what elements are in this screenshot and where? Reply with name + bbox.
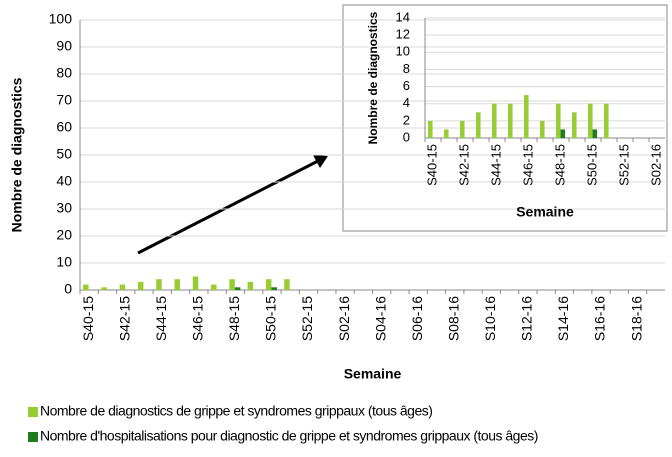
x-tick-label: S10-16 <box>482 296 498 341</box>
arrow-head <box>313 155 328 168</box>
bar <box>428 120 433 138</box>
x-tick-label: S04-16 <box>372 296 388 341</box>
legend-label: Nombre de diagnostics de grippe et syndr… <box>40 403 432 419</box>
x-tick-label: S44-15 <box>488 144 503 186</box>
x-tick-label: S52-15 <box>299 296 315 341</box>
bar <box>508 103 513 138</box>
y-tick-label: 50 <box>56 146 72 162</box>
bar <box>271 287 277 290</box>
y-axis-title: Nombre de diagnostics <box>9 77 25 232</box>
y-tick-label: 0 <box>64 281 72 297</box>
x-tick-label: S12-16 <box>519 296 535 341</box>
bar <box>524 95 529 138</box>
bar <box>247 281 254 290</box>
x-tick-label: S14-16 <box>555 296 571 341</box>
x-tick-label: S40-15 <box>80 296 96 341</box>
x-tick-label: S48-15 <box>552 144 567 186</box>
bar <box>156 279 162 290</box>
y-tick-label: 4 <box>403 95 410 110</box>
x-axis-title: Semaine <box>516 204 574 220</box>
bar <box>101 287 107 290</box>
bar <box>492 103 497 138</box>
x-tick-label: S16-16 <box>592 296 608 341</box>
legend-swatch <box>28 432 38 442</box>
x-tick-label: S44-15 <box>153 296 169 341</box>
bar <box>229 279 235 290</box>
x-tick-label: S42-15 <box>116 296 132 341</box>
y-tick-label: 14 <box>396 9 410 24</box>
x-axis-title: Semaine <box>344 366 402 382</box>
legend-label: Nombre d'hospitalisations pour diagnosti… <box>40 428 538 444</box>
x-tick-label: S08-16 <box>445 296 461 341</box>
bar <box>460 120 465 138</box>
y-tick-label: 100 <box>49 11 73 27</box>
bar <box>588 103 593 138</box>
x-tick-label: S18-16 <box>628 296 644 341</box>
bar <box>192 276 199 290</box>
y-tick-label: 10 <box>396 44 410 59</box>
bar <box>211 284 217 290</box>
y-axis-title: Nombre de diagnostics <box>366 11 380 144</box>
bar <box>476 112 481 138</box>
bar <box>83 284 89 290</box>
bar <box>119 284 126 290</box>
x-tick-label: S46-15 <box>520 144 535 186</box>
y-tick-label: 80 <box>56 65 72 81</box>
y-tick-label: 6 <box>403 78 410 93</box>
x-tick-label: S02-16 <box>336 296 352 341</box>
bar <box>174 279 180 290</box>
y-tick-label: 60 <box>56 119 72 135</box>
bar <box>444 129 449 138</box>
bar <box>284 279 290 290</box>
y-tick-label: 10 <box>56 254 72 270</box>
x-tick-label: S02-16 <box>648 144 663 186</box>
y-tick-label: 8 <box>403 61 410 76</box>
x-tick-label: S48-15 <box>226 296 242 341</box>
x-tick-label: S50-15 <box>584 144 599 186</box>
bar <box>572 112 577 138</box>
legend-swatch <box>28 407 38 417</box>
bar <box>592 129 598 138</box>
x-tick-label: S52-15 <box>616 144 631 186</box>
x-tick-label: S46-15 <box>190 296 206 341</box>
x-tick-label: S40-15 <box>424 144 439 186</box>
x-tick-label: S42-15 <box>456 144 471 186</box>
y-tick-label: 12 <box>396 27 410 42</box>
y-tick-label: 2 <box>403 112 410 127</box>
bar <box>556 103 561 138</box>
y-tick-label: 30 <box>56 200 72 216</box>
y-tick-label: 90 <box>56 38 72 54</box>
bar <box>604 103 609 138</box>
bar <box>540 120 545 138</box>
bar <box>265 279 272 290</box>
bar <box>560 129 566 138</box>
y-tick-label: 40 <box>56 173 72 189</box>
arrow <box>137 159 319 255</box>
x-tick-label: S06-16 <box>409 296 425 341</box>
y-tick-label: 70 <box>56 92 72 108</box>
y-tick-label: 20 <box>56 227 72 243</box>
y-tick-label: 0 <box>403 129 410 144</box>
bar <box>234 287 241 290</box>
inset-frame <box>342 4 668 232</box>
x-tick-label: S50-15 <box>263 296 279 341</box>
bar <box>137 281 144 290</box>
